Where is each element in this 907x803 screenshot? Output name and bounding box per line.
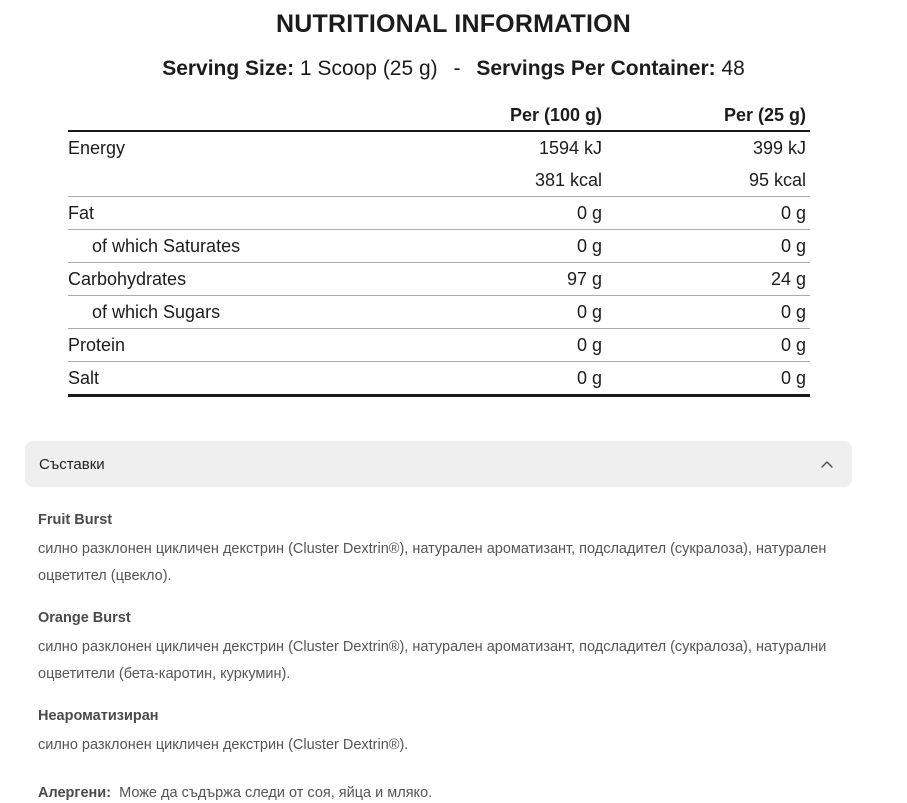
value-cell: 0 g	[576, 203, 602, 223]
page-title: NUTRITIONAL INFORMATION	[275, 10, 632, 38]
energy-kcal-per-25g: 95 kcal	[748, 170, 806, 190]
table-row-saturates: of which Saturates 0 g 0 g	[68, 230, 810, 263]
ingredient-section-unflavoured: Неароматизиран силно разклонен цикличен …	[38, 708, 858, 759]
value-cell: 0 g	[780, 302, 806, 322]
value-cell: 0 g	[576, 368, 602, 388]
allergens-line: Алергени: Може да съдържа следи от соя, …	[38, 783, 858, 803]
value-cell: 0 g	[780, 368, 806, 388]
servings-per-container-label: Servings Per Container:	[476, 57, 716, 80]
row-label: Energy	[68, 138, 126, 158]
row-label: Salt	[68, 368, 100, 388]
serving-info-line: Serving Size: 1 Scoop (25 g) - Servings …	[0, 56, 907, 82]
ingredients-panel: Fruit Burst силно разклонен цикличен дек…	[38, 512, 858, 803]
value-cell: 1594 kJ 381 kcal	[446, 132, 606, 196]
ingredients-accordion-header[interactable]: Съставки	[25, 441, 852, 487]
ingredient-section-orange-burst: Orange Burst силно разклонен цикличен де…	[38, 610, 858, 688]
serving-size-value: 1 Scoop (25 g)	[299, 57, 438, 80]
nutrition-table: Per (100 g) Per (25 g) Energy 1594 kJ 38…	[68, 96, 810, 397]
column-header-per-25g: Per (25 g)	[723, 105, 806, 125]
value-cell: 0 g	[576, 302, 602, 322]
ingredient-text: силно разклонен цикличен декстрин (Clust…	[38, 737, 409, 753]
ingredient-heading: Неароматизиран	[38, 708, 159, 724]
row-label: Fat	[68, 203, 95, 223]
ingredient-heading: Orange Burst	[38, 610, 131, 626]
energy-kj-per-25g: 399 kJ	[752, 138, 806, 158]
table-row-protein: Protein 0 g 0 g	[68, 329, 810, 362]
value-cell: 399 kJ 95 kcal	[606, 132, 810, 196]
ingredient-section-fruit-burst: Fruit Burst силно разклонен цикличен дек…	[38, 512, 858, 590]
energy-kcal-per-100g: 381 kcal	[534, 170, 602, 190]
value-cell: 24 g	[770, 269, 806, 289]
column-header-per-100g: Per (100 g)	[509, 105, 602, 125]
ingredient-text: силно разклонен цикличен декстрин (Clust…	[38, 541, 827, 584]
table-row-carbohydrates: Carbohydrates 97 g 24 g	[68, 263, 810, 296]
chevron-up-icon[interactable]	[820, 460, 834, 469]
separator-dash: -	[453, 57, 461, 80]
serving-size-label: Serving Size:	[162, 57, 295, 80]
value-cell: 97 g	[566, 269, 602, 289]
accordion-title: Съставки	[39, 455, 105, 473]
ingredient-heading: Fruit Burst	[38, 512, 113, 528]
value-cell: 0 g	[780, 236, 806, 256]
allergens-label: Алергени:	[38, 785, 112, 801]
row-label: of which Saturates	[92, 236, 241, 256]
value-cell: 0 g	[576, 335, 602, 355]
value-cell: 0 g	[780, 335, 806, 355]
value-cell: 0 g	[780, 203, 806, 223]
table-row-energy: Energy 1594 kJ 381 kcal 399 kJ 95 kcal	[68, 132, 810, 197]
ingredient-text: силно разклонен цикличен декстрин (Clust…	[38, 639, 827, 682]
row-label: of which Sugars	[92, 302, 221, 322]
table-row-salt: Salt 0 g 0 g	[68, 362, 810, 397]
servings-per-container-value: 48	[721, 57, 745, 80]
row-label: Protein	[68, 335, 126, 355]
table-row-fat: Fat 0 g 0 g	[68, 197, 810, 230]
energy-kj-per-100g: 1594 kJ	[538, 138, 602, 158]
table-row-sugars: of which Sugars 0 g 0 g	[68, 296, 810, 329]
row-label: Carbohydrates	[68, 269, 187, 289]
allergens-text: Може да съдържа следи от соя, яйца и мля…	[119, 785, 433, 801]
table-header-row: Per (100 g) Per (25 g)	[68, 96, 810, 132]
value-cell: 0 g	[576, 236, 602, 256]
